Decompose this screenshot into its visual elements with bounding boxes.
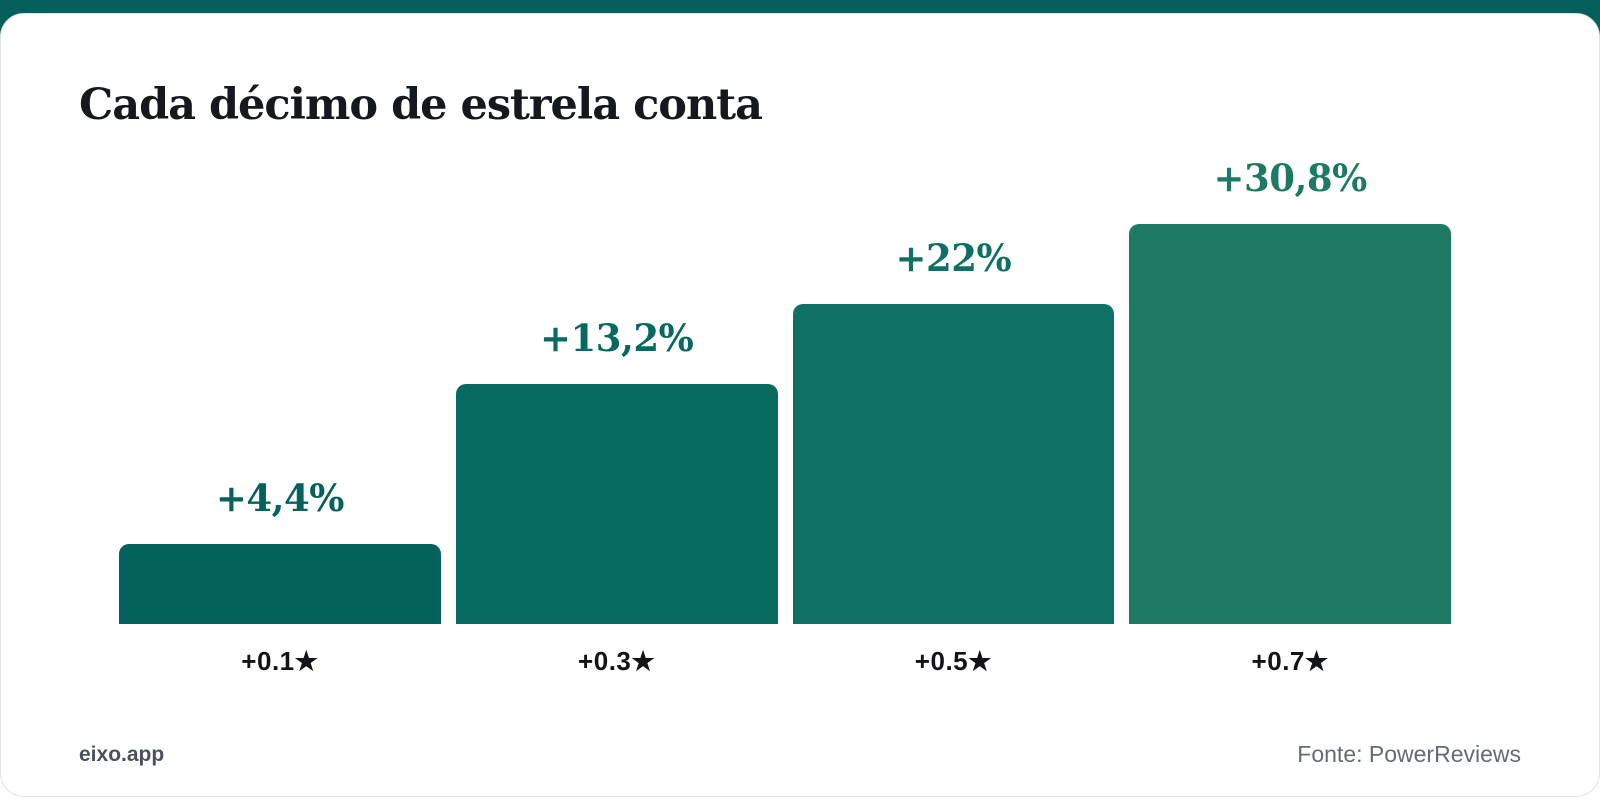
chart-title: Cada décimo de estrela conta — [79, 80, 763, 130]
source-credit: Fonte: PowerReviews — [1297, 741, 1521, 767]
brand-watermark: eixo.app — [79, 742, 165, 766]
bar-value-label: +30,8% — [1213, 156, 1367, 200]
x-axis-label: +0.7★ — [1251, 646, 1329, 676]
bar — [455, 384, 778, 624]
bar-group-2: +22% — [792, 236, 1115, 624]
bar-value-label: +22% — [895, 236, 1012, 280]
x-axis-label: +0.1★ — [241, 646, 319, 676]
bar-group-0: +4,4% — [119, 476, 441, 624]
bar-group-1: +13,2% — [455, 316, 778, 624]
x-axis-labels: +0.1★ +0.3★ +0.5★ +0.7★ — [119, 646, 1451, 677]
bar-chart: +4,4% +13,2% +22% +30,8% — [119, 156, 1451, 624]
bar-value-label: +13,2% — [539, 316, 694, 360]
bar — [792, 304, 1115, 624]
chart-card: Cada décimo de estrela conta +4,4% +13,2… — [0, 13, 1600, 797]
bar-group-3: +30,8% — [1129, 156, 1451, 624]
bar — [1129, 224, 1451, 624]
x-axis-label: +0.3★ — [578, 646, 656, 676]
bar — [119, 544, 441, 624]
x-axis-label: +0.5★ — [914, 646, 992, 676]
footer: eixo.app Fonte: PowerReviews — [79, 741, 1521, 768]
bar-value-label: +4,4% — [215, 476, 345, 520]
